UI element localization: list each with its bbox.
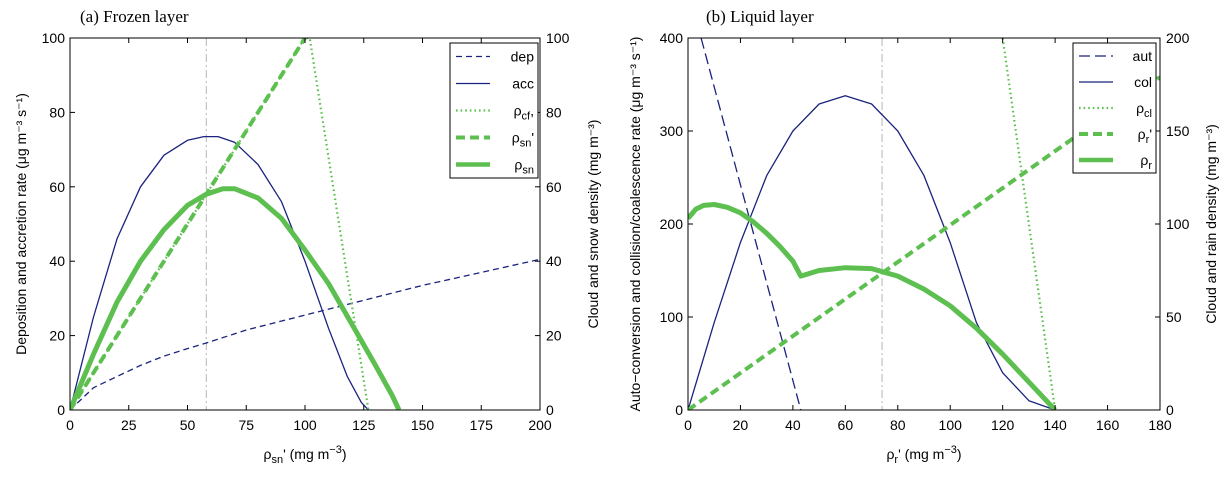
panel-frozen-layer: (a) Frozen layer Deposition and accretio…	[13, 7, 601, 466]
y-tick-label-left: 20	[49, 328, 65, 344]
y-tick-label-left: 100	[660, 309, 684, 325]
series-rho-sn	[70, 186, 402, 410]
y-tick-label-right: 200	[1166, 30, 1190, 46]
y-tick-label-right: 20	[546, 328, 562, 344]
x-tick-label: 175	[470, 417, 494, 433]
legend-label: dep	[511, 49, 535, 65]
series-aut	[700, 38, 802, 410]
series-col	[688, 95, 1056, 410]
y-tick-label-right: 60	[546, 179, 562, 195]
legend-label: ρcl	[1136, 100, 1152, 120]
panel-liquid-layer: (b) Liquid layer Auto−conversion and col…	[627, 7, 1219, 466]
y-tick-label-right: 150	[1166, 123, 1190, 139]
x-tick-label: 60	[838, 417, 854, 433]
legend-box	[449, 42, 539, 179]
x-tick-label: 200	[528, 417, 552, 433]
x-tick-label: 100	[939, 417, 963, 433]
legend-label: ρsn'	[512, 130, 534, 150]
left-axis-label-liquid: Auto−conversion and collision/coalescenc…	[627, 37, 643, 412]
y-tick-label-left: 60	[49, 179, 65, 195]
y-tick-label-right: 80	[546, 104, 562, 120]
series-dep	[70, 258, 540, 410]
x-tick-label: 150	[411, 417, 435, 433]
legend-label: aut	[1133, 48, 1153, 64]
title-liquid-layer: (b) Liquid layer	[706, 7, 814, 26]
legend-label: ρsn	[514, 157, 534, 177]
y-tick-label-right: 100	[546, 30, 570, 46]
y-tick-label-right: 40	[546, 253, 562, 269]
series-rho-cf	[70, 38, 370, 410]
left-axis-label-frozen: Deposition and accretion rate (μg m⁻³ s⁻…	[13, 93, 29, 355]
y-tick-label-left: 0	[57, 402, 65, 418]
y-tick-label-right: 0	[1166, 402, 1174, 418]
legend-label: col	[1134, 74, 1152, 90]
x-tick-label: 125	[352, 417, 376, 433]
right-axis-label-liquid: Cloud and rain density (mg m⁻³)	[1203, 124, 1219, 324]
x-tick-label: 25	[121, 417, 137, 433]
x-tick-label: 160	[1096, 417, 1120, 433]
x-tick-label: 100	[293, 417, 317, 433]
y-tick-label-left: 80	[49, 104, 65, 120]
legend-label: acc	[512, 76, 534, 92]
x-tick-label: 0	[66, 417, 74, 433]
legend-box	[1072, 42, 1157, 174]
y-tick-label-right: 50	[1166, 309, 1182, 325]
y-tick-label-left: 40	[49, 253, 65, 269]
legend-label: ρr	[1140, 152, 1152, 172]
x-tick-label: 50	[180, 417, 196, 433]
y-tick-label-right: 100	[1166, 216, 1190, 232]
legend: dep acc ρcf, ρsn' ρsn	[449, 42, 539, 179]
title-frozen-layer: (a) Frozen layer	[80, 7, 189, 26]
y-tick-label-left: 400	[660, 30, 684, 46]
x-tick-label: 0	[684, 417, 692, 433]
x-tick-label: 120	[991, 417, 1015, 433]
x-axis-label-liquid: ρr' (mg m−3)	[886, 444, 961, 466]
legend-label: ρcf,	[514, 103, 534, 123]
x-tick-label: 20	[733, 417, 749, 433]
x-axis-label-frozen: ρsn' (mg m−3)	[263, 444, 346, 466]
x-tick-label: 40	[785, 417, 801, 433]
x-tick-label: 180	[1148, 417, 1172, 433]
series-rho-r	[688, 202, 1057, 410]
legend: aut col ρcl ρr' ρr	[1072, 42, 1157, 174]
series-rho-cl	[1001, 38, 1057, 410]
x-tick-label: 80	[890, 417, 906, 433]
x-tick-label: 140	[1043, 417, 1067, 433]
series-acc	[70, 135, 369, 410]
y-tick-label-left: 0	[675, 402, 683, 418]
x-tick-label: 75	[238, 417, 254, 433]
y-tick-label-left: 300	[660, 123, 684, 139]
y-tick-label-right: 0	[546, 402, 554, 418]
series-rho-sn-prime	[70, 38, 307, 410]
legend-label: ρr'	[1138, 126, 1152, 146]
y-tick-label-left: 100	[42, 30, 66, 46]
right-axis-label-frozen: Cloud and snow density (mg m⁻³)	[585, 120, 601, 329]
y-tick-label-left: 200	[660, 216, 684, 232]
